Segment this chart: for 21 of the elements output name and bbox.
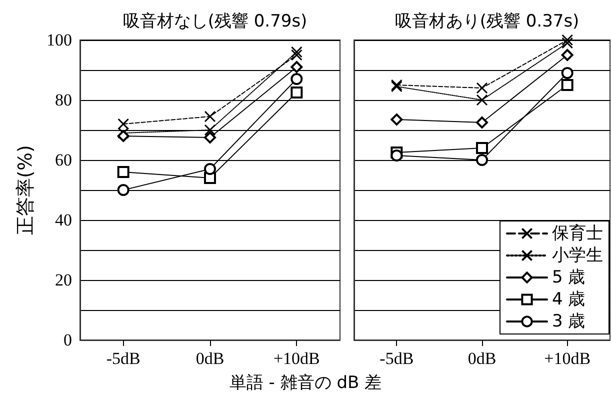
x-tick-label: +10dB [273, 349, 320, 368]
legend-label: 5 歳 [552, 268, 586, 288]
legend-label: 3 歳 [552, 312, 586, 332]
chart-title: 吸音材あり(残響 0.37s) [394, 12, 580, 32]
y-tick-label: 20 [55, 270, 72, 290]
x-tick-label: 0dB [196, 349, 224, 368]
x-tick-label: 0dB [468, 349, 496, 368]
legend-label: 4 歳 [552, 290, 586, 310]
y-tick-label: 0 [64, 330, 72, 350]
chart-title: 吸音材なし(残響 0.79s) [122, 12, 308, 32]
y-tick-label: 100 [46, 30, 72, 50]
legend-label: 小学生 [552, 246, 603, 266]
x-tick-label: +10dB [544, 349, 591, 368]
x-tick-label: -5dB [380, 349, 414, 368]
y-tick-label: 60 [55, 150, 72, 170]
y-axis-title: 正答率(%) [14, 145, 36, 235]
x-tick-label: -5dB [106, 349, 140, 368]
legend-label: 保育士 [552, 224, 603, 244]
y-tick-label: 80 [55, 90, 72, 110]
y-tick-label: 40 [55, 210, 72, 230]
x-axis-title: 単語 - 雑音の dB 差 [229, 373, 382, 393]
